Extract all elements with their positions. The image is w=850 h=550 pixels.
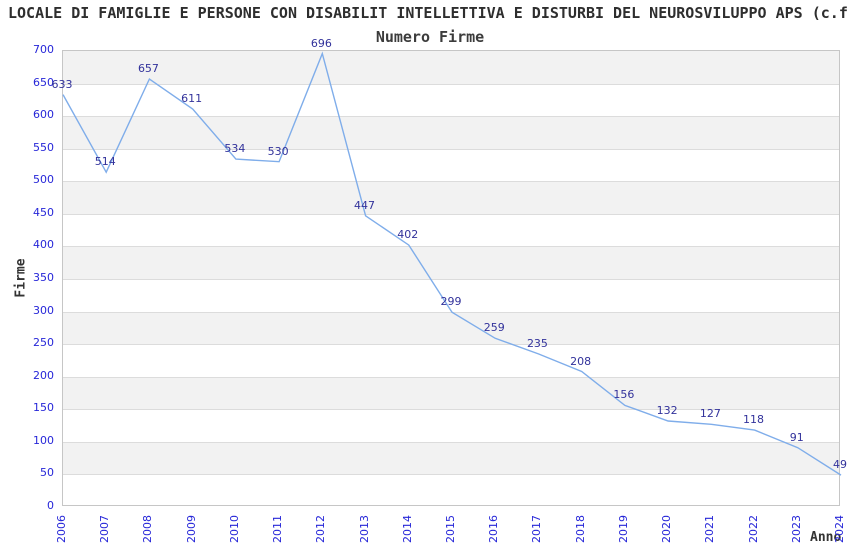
x-tick-label: 2019 [616, 515, 630, 543]
x-tick-label: 2012 [314, 515, 328, 543]
y-tick-label: 300 [33, 303, 54, 317]
x-tick-label: 2009 [184, 515, 198, 543]
data-point-label: 696 [310, 36, 332, 50]
y-tick-label: 50 [40, 466, 54, 480]
data-point-label: 127 [699, 407, 721, 421]
y-tick-label: 600 [33, 108, 54, 122]
x-tick-label: 2024 [833, 515, 846, 543]
grid-line [63, 441, 839, 443]
y-tick-label: 700 [33, 43, 54, 56]
y-tick-label: 450 [33, 205, 54, 219]
data-point-label: 611 [181, 91, 203, 105]
y-tick-label: 500 [33, 173, 54, 187]
grid-band [63, 441, 839, 475]
x-tick-label: 2021 [703, 515, 717, 543]
grid-line [63, 376, 839, 378]
grid-line [63, 344, 839, 346]
data-point-label: 208 [570, 354, 592, 368]
x-tick-label: 2006 [55, 515, 68, 543]
y-tick-label: 350 [33, 271, 54, 284]
x-tick-label: 2014 [400, 515, 414, 543]
data-point-label: 530 [267, 144, 289, 158]
x-tick-label: 2011 [271, 515, 285, 543]
data-point-label: 235 [526, 336, 548, 350]
data-point-label: 132 [656, 404, 678, 417]
grid-band [63, 51, 839, 84]
grid-line [63, 181, 839, 183]
x-tick-label: 2016 [487, 515, 501, 543]
y-tick-label: 400 [33, 238, 54, 252]
x-tick-label: 2022 [746, 515, 760, 543]
grid-band [63, 376, 839, 410]
grid-line [63, 116, 839, 118]
grid-line [63, 474, 839, 476]
data-point-label: 534 [224, 142, 246, 156]
x-axis-label: Anno [810, 530, 842, 545]
x-tick-label: 2013 [357, 515, 371, 543]
y-tick-label: 150 [33, 401, 54, 415]
y-tick-label: 0 [47, 499, 54, 512]
chart-subtitle: Numero Firme [375, 28, 485, 46]
y-tick-label: 200 [33, 368, 54, 382]
y-tick-label: 550 [33, 140, 54, 154]
data-point-label: 447 [354, 198, 376, 212]
grid-line [63, 246, 839, 248]
grid-line [63, 148, 839, 150]
x-tick-label: 2007 [98, 515, 112, 543]
data-point-label: 402 [397, 228, 419, 242]
data-point-label: 657 [137, 62, 159, 75]
x-tick-label: 2020 [660, 515, 674, 543]
grid-band [63, 116, 839, 149]
x-tick-label: 2010 [227, 515, 241, 543]
grid-line [63, 311, 839, 313]
grid-band [63, 181, 839, 214]
data-point-label: 259 [483, 321, 505, 335]
grid-line [63, 409, 839, 411]
data-point-label: 299 [440, 295, 462, 309]
x-tick-label: 2008 [141, 515, 155, 543]
chart-title: LOCALE DI FAMIGLIE E PERSONE CON DISABIL… [8, 4, 850, 22]
data-point-label: 156 [613, 388, 635, 402]
data-line-svg [62, 51, 842, 476]
data-point-label: 118 [743, 413, 765, 427]
grid-line [63, 83, 839, 85]
data-point-label: 91 [789, 430, 804, 444]
x-tick-label: 2018 [573, 515, 587, 543]
x-tick-label: 2015 [444, 515, 457, 543]
y-tick-label: 100 [33, 433, 54, 447]
data-point-label: 49 [833, 458, 847, 472]
x-tick-label: 2023 [789, 515, 803, 543]
grid-band [63, 246, 839, 279]
y-tick-label: 650 [33, 75, 54, 89]
plot-area [62, 50, 842, 506]
data-point-label: 514 [94, 155, 116, 169]
y-tick-label: 250 [33, 336, 54, 350]
grid-band [63, 311, 839, 345]
grid-line [63, 279, 839, 280]
x-tick-label: 2017 [530, 515, 544, 543]
data-point-label: 633 [51, 77, 73, 91]
grid-line [63, 213, 839, 215]
data-line [62, 51, 842, 476]
